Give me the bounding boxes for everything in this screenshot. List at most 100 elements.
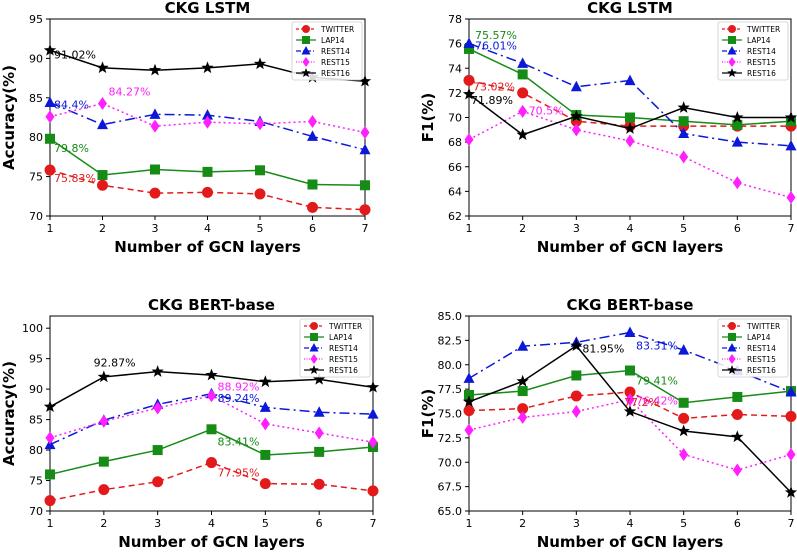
y-tick-label: 82.5 [438, 334, 463, 347]
data-point [361, 126, 370, 139]
y-tick-label: 80 [29, 444, 43, 457]
data-point [679, 448, 688, 461]
x-tick-label: 5 [680, 517, 687, 530]
chart-title: CKG BERT-base [148, 296, 275, 314]
y-tick-label: 62 [448, 210, 462, 223]
data-point [260, 450, 270, 460]
y-tick-label: 67.5 [438, 481, 463, 494]
x-axis-label: Number of GCN layers [537, 533, 724, 551]
y-tick-label: 70 [29, 505, 43, 518]
data-point [677, 101, 689, 113]
data-label: 77.2% [624, 396, 659, 409]
data-point [308, 115, 317, 128]
x-tick-label: 1 [466, 222, 473, 235]
data-point [99, 485, 109, 495]
data-point [518, 386, 528, 396]
y-tick-label: 70 [29, 210, 43, 223]
y-tick-label: 72 [448, 87, 462, 100]
data-point [207, 424, 217, 434]
y-tick-label: 75.0 [438, 408, 463, 421]
data-point [464, 406, 474, 416]
data-point [315, 427, 324, 440]
data-point [98, 97, 107, 110]
y-tick-label: 85.0 [438, 310, 463, 323]
legend-marker [728, 333, 736, 341]
x-tick-label: 2 [519, 517, 526, 530]
data-point [677, 425, 689, 437]
data-point [679, 116, 689, 126]
data-point [571, 81, 582, 92]
figure-svg: CKG LSTM1 2 3 4 5 6 7707580859095Number of GCN… [0, 0, 797, 551]
data-point [626, 134, 635, 147]
x-tick-label: 3 [573, 222, 580, 235]
data-point [571, 370, 581, 380]
legend-label: REST15 [747, 58, 776, 67]
data-label: 83.41% [218, 435, 260, 448]
data-point [96, 61, 108, 73]
y-tick-label: 100 [22, 322, 43, 335]
x-tick-label: 6 [734, 517, 741, 530]
chart-title: CKG LSTM [587, 0, 673, 17]
data-point [256, 117, 265, 130]
data-point [259, 375, 271, 387]
legend-label: TWITTER [746, 25, 780, 34]
data-point [99, 415, 108, 428]
data-point [732, 120, 742, 130]
y-tick-label: 66 [448, 161, 462, 174]
legend: TWITTER LAP14 REST14 REST15 REST16 [300, 319, 370, 377]
data-point [45, 469, 55, 479]
y-tick-label: 78 [448, 13, 462, 26]
x-tick-label: 6 [309, 222, 316, 235]
data-point [733, 176, 742, 189]
legend-label: REST14 [747, 344, 776, 353]
chart-panel-3: CKG BERT-base1 2 3 4 5 6 7707580859095100Numbe… [0, 296, 379, 551]
legend-label: REST16 [747, 69, 776, 78]
chart-title: CKG LSTM [165, 0, 251, 17]
x-tick-label: 3 [154, 517, 161, 530]
legend-label: LAP14 [747, 36, 771, 45]
data-point [150, 188, 160, 198]
data-point [98, 370, 110, 382]
y-tick-label: 80 [29, 131, 43, 144]
data-point [308, 179, 318, 189]
y-tick-label: 64 [448, 185, 462, 198]
legend-marker [302, 25, 310, 33]
data-point [679, 413, 689, 423]
y-tick-label: 74 [448, 62, 462, 75]
data-point [625, 326, 636, 337]
data-point [255, 165, 265, 175]
data-label: 70.5% [529, 104, 564, 117]
data-label: 84.4% [54, 99, 89, 112]
x-tick-label: 5 [257, 222, 264, 235]
legend-label: TWITTER [328, 322, 362, 331]
data-label: 75.83% [54, 172, 96, 185]
y-tick-label: 72.5 [438, 432, 463, 445]
data-point [732, 392, 742, 402]
y-tick-label: 75 [29, 171, 43, 184]
y-tick-label: 65.0 [438, 505, 463, 518]
data-label: 89.24% [218, 392, 260, 405]
data-point [679, 398, 689, 408]
y-tick-label: 80.0 [438, 359, 463, 372]
x-tick-label: 1 [47, 222, 54, 235]
data-point [203, 187, 213, 197]
data-point [625, 366, 635, 376]
y-axis-label: Accuracy(%) [0, 361, 18, 466]
x-tick-label: 5 [680, 222, 687, 235]
y-tick-label: 90 [29, 52, 43, 65]
data-point [517, 57, 528, 67]
x-tick-label: 7 [788, 222, 795, 235]
chart-panel-1: CKG LSTM1 2 3 4 5 6 7707580859095Number of GCN… [0, 0, 371, 256]
series-line [50, 463, 373, 501]
data-point [151, 120, 160, 133]
x-tick-label: 3 [152, 222, 159, 235]
legend-marker [728, 36, 736, 44]
legend-marker [728, 322, 736, 330]
data-point [787, 191, 796, 204]
y-tick-label: 85 [29, 414, 43, 427]
data-point [150, 165, 160, 175]
data-point [255, 189, 265, 199]
legend: TWITTER LAP14 REST14 REST15 REST16 [718, 22, 788, 80]
chart-panel-2: CKG LSTM1 2 3 4 5 6 7626466687072747678Number … [419, 0, 797, 256]
figure: CKG LSTM 1 2 3 4 5 6 7 70 75 80 85 90 95 Number of GCN… [0, 0, 797, 551]
